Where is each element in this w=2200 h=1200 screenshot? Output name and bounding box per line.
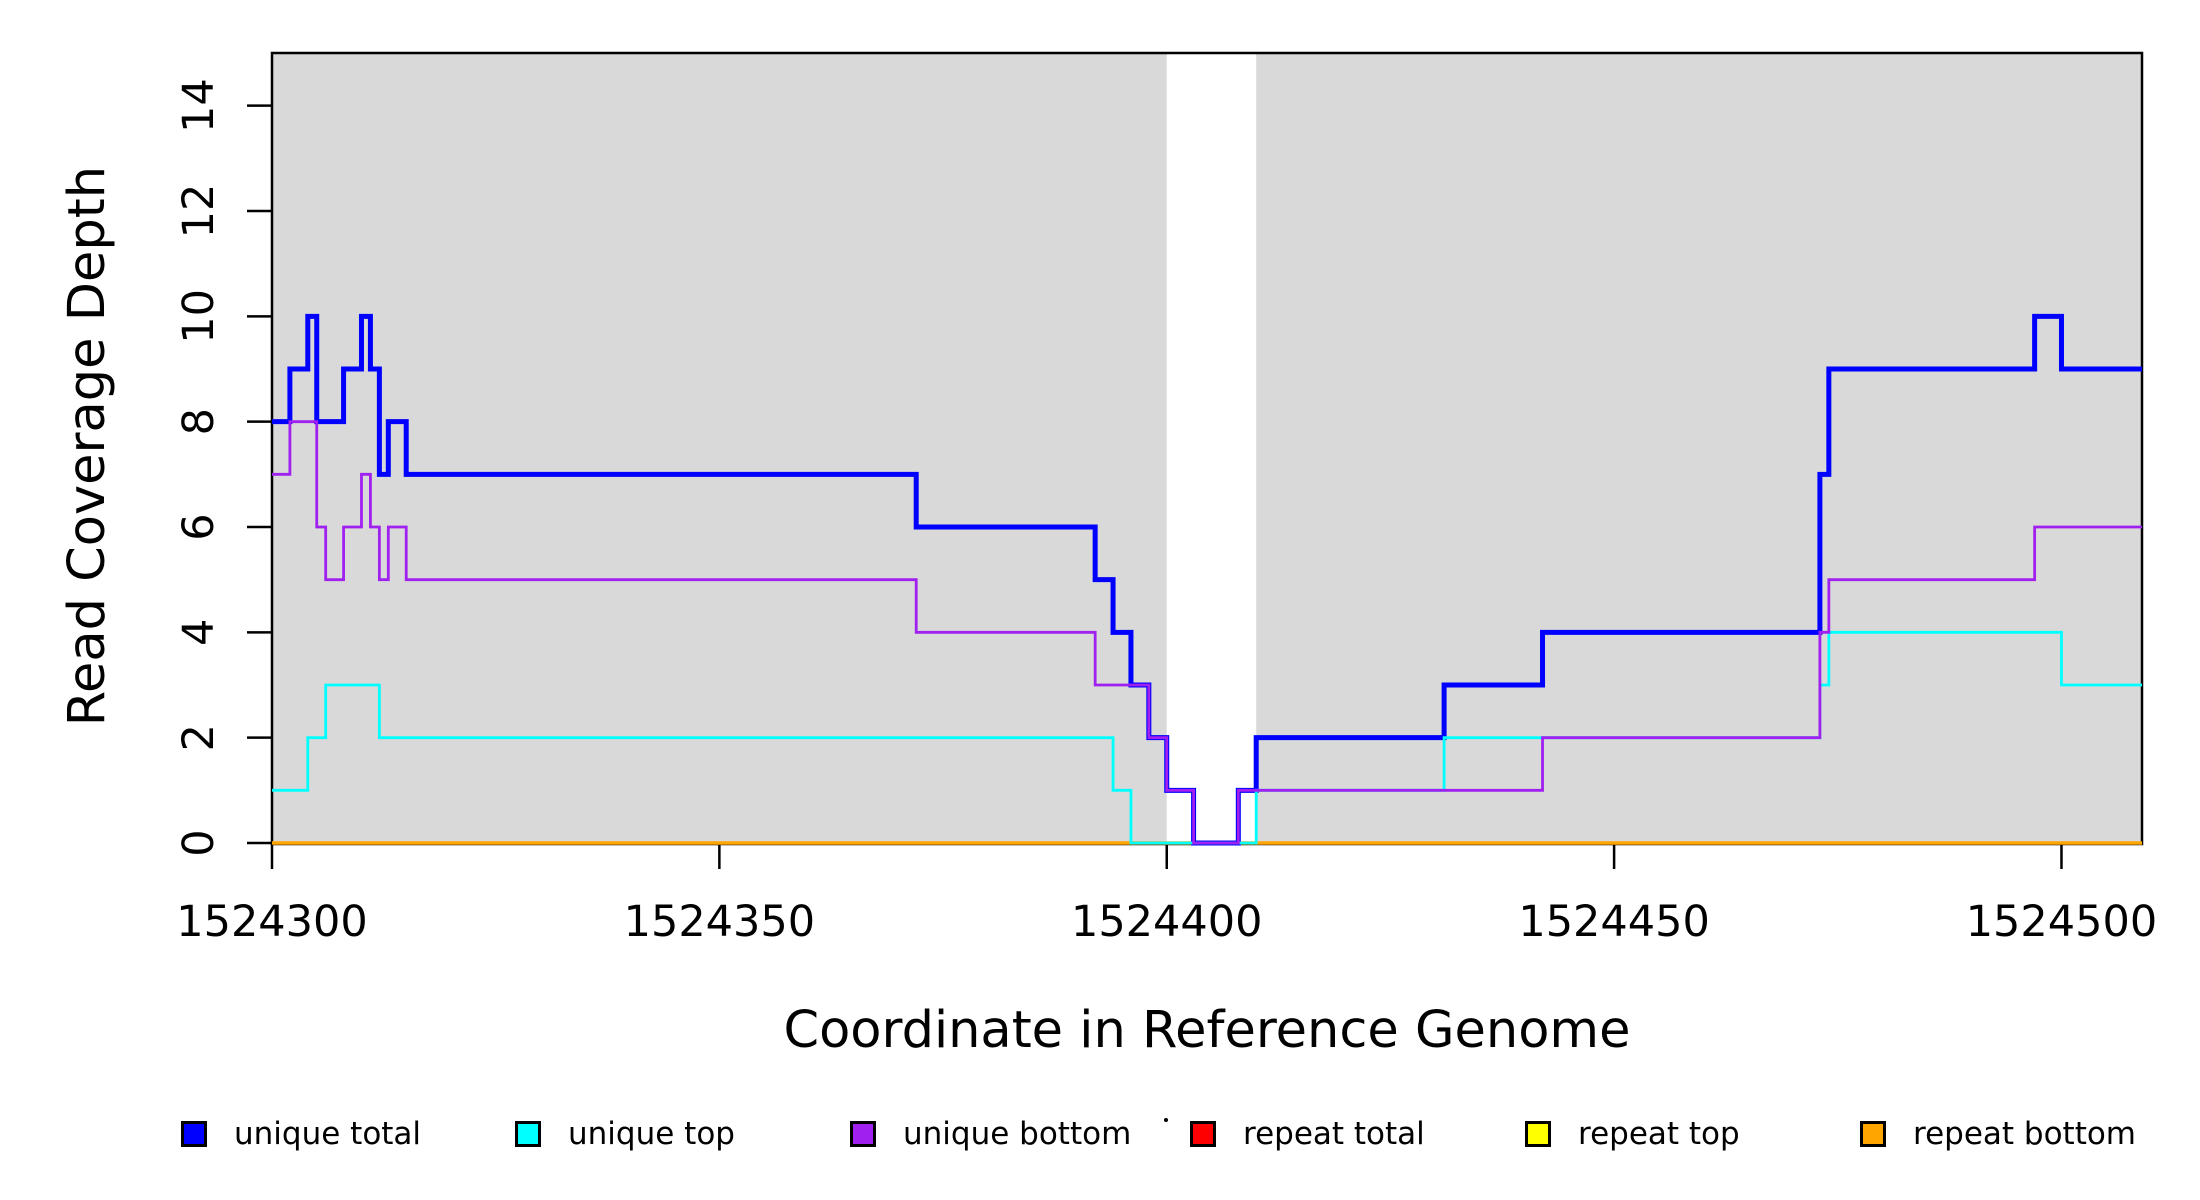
y-axis-title: Read Coverage Depth bbox=[57, 165, 117, 727]
shaded-region-1 bbox=[1256, 53, 2142, 844]
y-tick-label: 12 bbox=[174, 184, 224, 239]
x-tick-label: 1524400 bbox=[1071, 897, 1263, 947]
shaded-region-0 bbox=[272, 53, 1167, 844]
y-tick-label: 14 bbox=[174, 78, 224, 133]
x-axis-title: Coordinate in Reference Genome bbox=[783, 1001, 1631, 1060]
series-unique-bottom-line bbox=[272, 420, 2142, 845]
y-tick-label: 2 bbox=[174, 724, 224, 751]
y-tick-label: 4 bbox=[174, 619, 224, 646]
x-tick-label: 1524300 bbox=[176, 897, 368, 947]
y-tick-label: 10 bbox=[174, 289, 224, 344]
x-tick-label: 1524350 bbox=[624, 897, 816, 947]
x-tick-label: 1524500 bbox=[1966, 897, 2158, 947]
y-tick-label: 6 bbox=[174, 513, 224, 540]
stray-dot-mark bbox=[1164, 1118, 1168, 1122]
x-tick-label: 1524450 bbox=[1518, 897, 1710, 947]
series-unique-total-line bbox=[272, 313, 2142, 846]
y-tick-label: 8 bbox=[174, 408, 224, 435]
y-tick-label: 0 bbox=[174, 829, 224, 856]
